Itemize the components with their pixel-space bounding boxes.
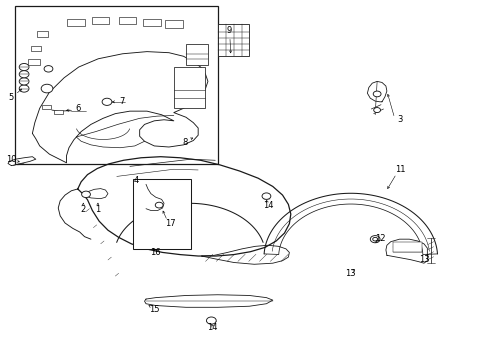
Bar xyxy=(185,44,207,65)
Text: 6: 6 xyxy=(75,104,80,113)
Text: 1: 1 xyxy=(94,205,100,214)
Circle shape xyxy=(373,108,380,113)
Circle shape xyxy=(372,91,380,97)
Text: 15: 15 xyxy=(149,305,159,314)
Text: 7: 7 xyxy=(119,97,124,106)
Text: 14: 14 xyxy=(262,201,273,210)
Text: 12: 12 xyxy=(374,234,385,243)
Circle shape xyxy=(44,66,53,72)
Circle shape xyxy=(155,202,163,208)
Bar xyxy=(392,242,422,252)
Bar xyxy=(143,19,160,26)
Bar xyxy=(37,31,48,37)
Text: 16: 16 xyxy=(150,248,161,257)
Text: 2: 2 xyxy=(80,205,85,214)
Circle shape xyxy=(262,193,270,199)
Bar xyxy=(173,67,205,108)
Text: 14: 14 xyxy=(207,323,218,332)
Text: 3: 3 xyxy=(396,115,402,124)
Circle shape xyxy=(41,84,53,93)
Circle shape xyxy=(81,191,90,198)
Circle shape xyxy=(372,237,377,241)
Text: 4: 4 xyxy=(133,176,139,185)
Circle shape xyxy=(19,63,29,71)
Circle shape xyxy=(19,71,29,78)
Circle shape xyxy=(102,98,112,105)
Bar xyxy=(42,105,51,109)
Text: 11: 11 xyxy=(394,166,405,175)
Circle shape xyxy=(206,317,216,324)
Circle shape xyxy=(369,235,379,243)
Text: 17: 17 xyxy=(165,219,175,228)
Text: 5: 5 xyxy=(9,93,14,102)
Bar xyxy=(67,19,85,26)
Circle shape xyxy=(19,78,29,85)
Circle shape xyxy=(19,85,29,92)
Bar xyxy=(92,17,109,24)
Text: 10: 10 xyxy=(6,155,17,164)
Bar xyxy=(119,17,136,24)
Bar xyxy=(15,6,217,164)
Bar xyxy=(31,45,41,51)
Text: 13: 13 xyxy=(345,269,355,278)
Bar xyxy=(217,24,249,56)
Text: 13: 13 xyxy=(418,255,428,264)
Text: 9: 9 xyxy=(226,26,231,35)
Bar xyxy=(27,59,40,65)
Bar xyxy=(54,111,63,114)
Text: 8: 8 xyxy=(182,138,187,147)
Bar xyxy=(133,179,190,249)
Bar xyxy=(164,21,182,28)
